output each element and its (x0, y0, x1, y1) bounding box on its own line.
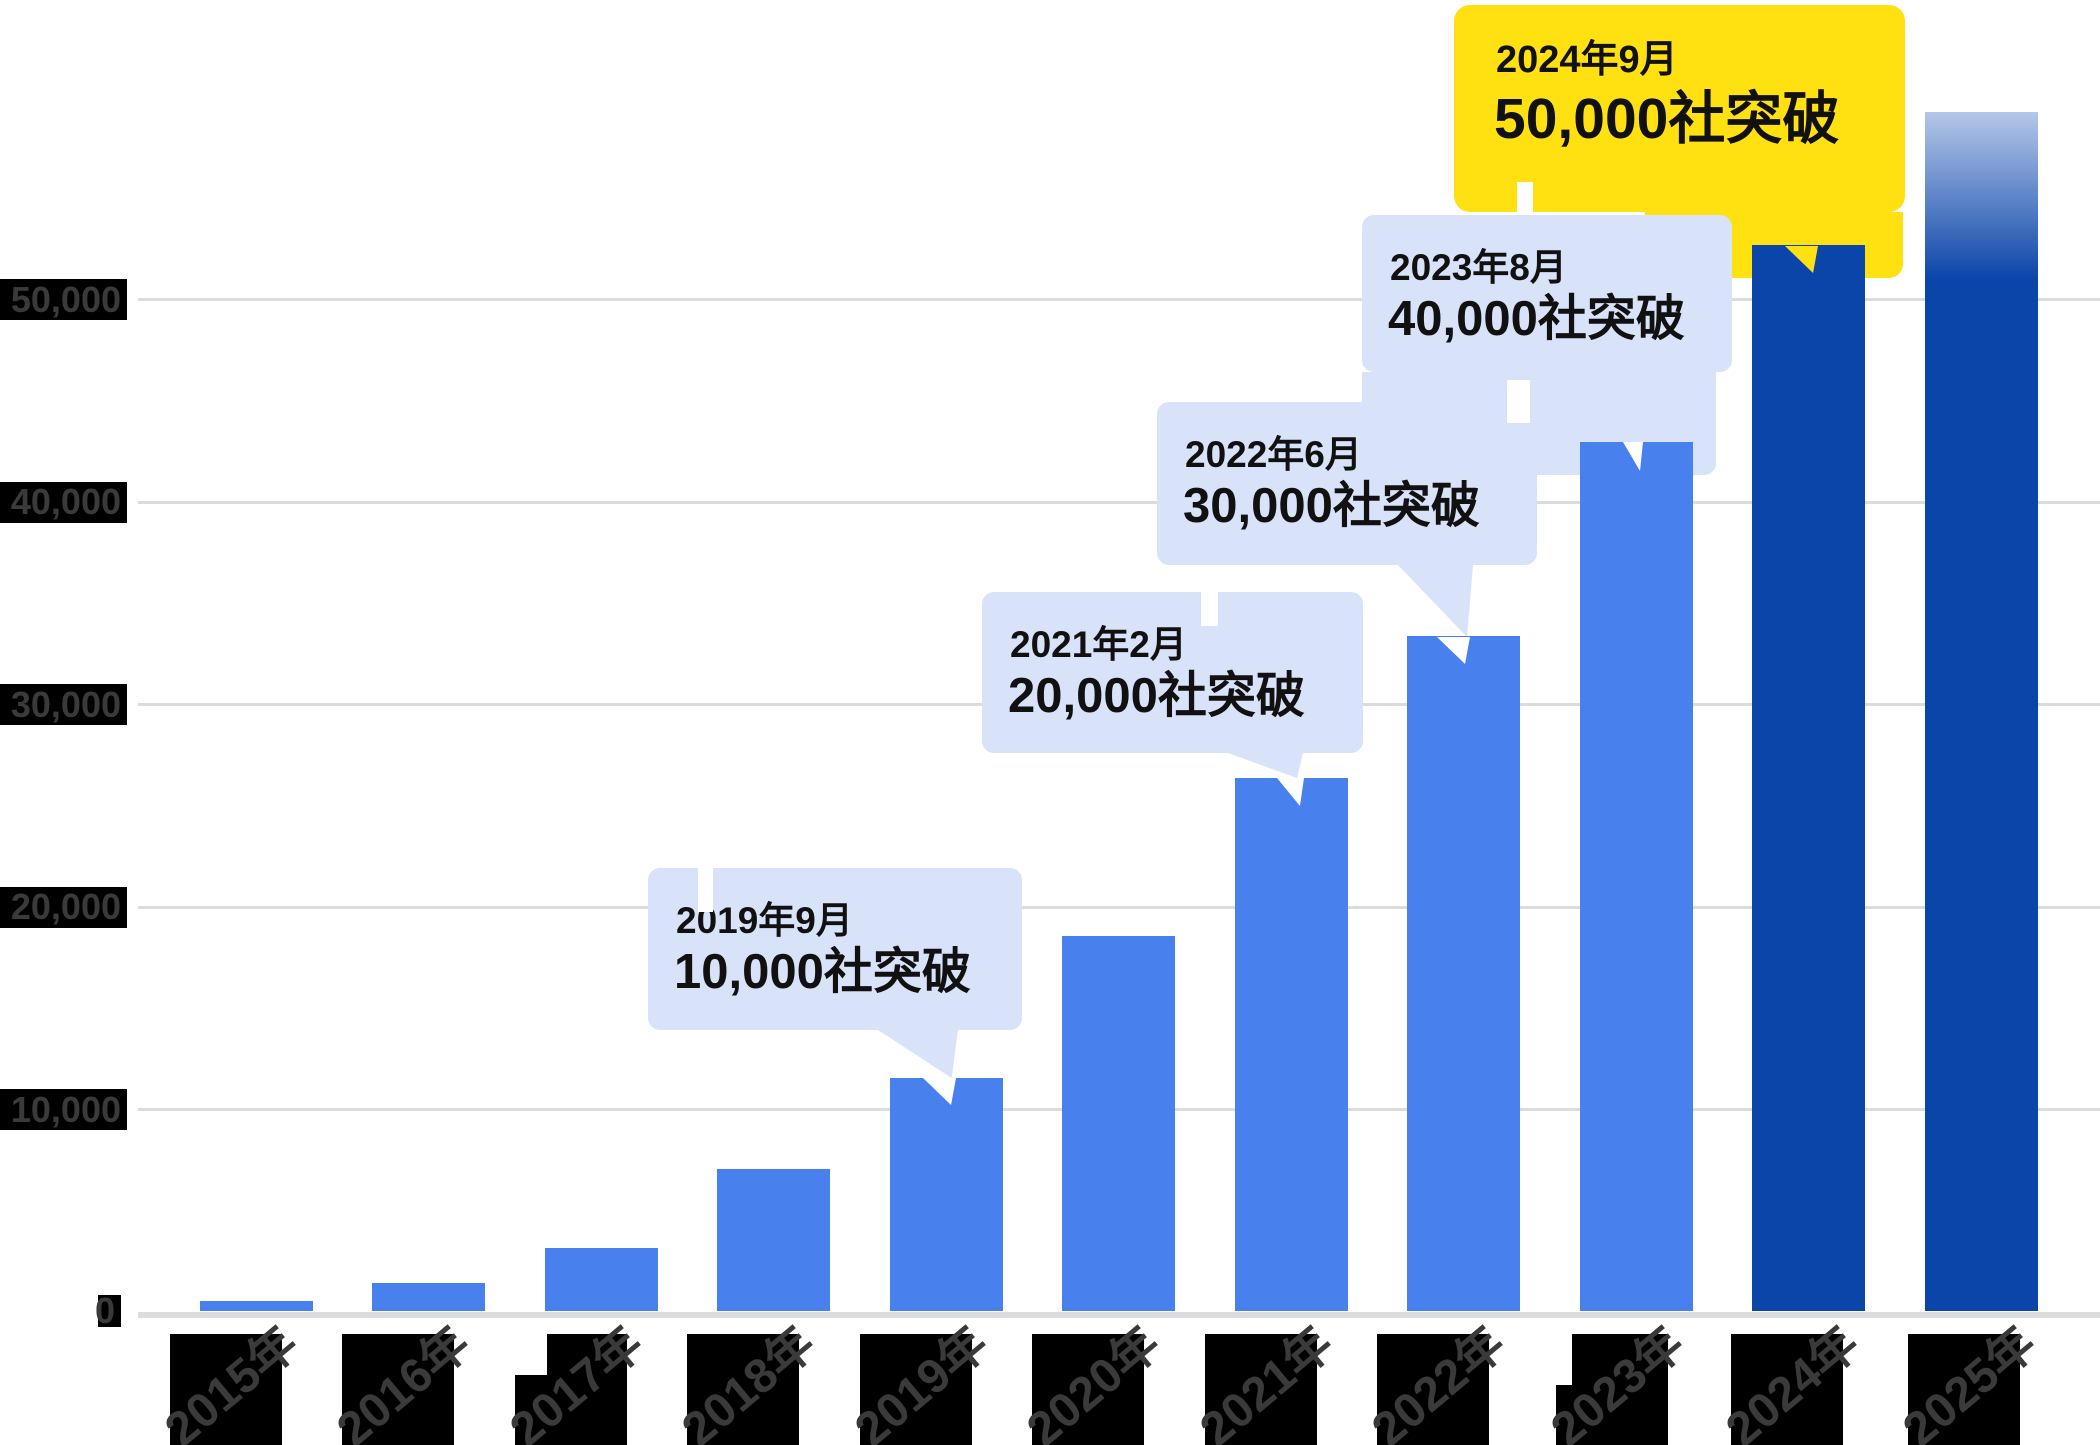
milestone-label: 40,000社突破 (1388, 292, 1685, 346)
milestone-callout-2023年: 2023年8月 40,000社突破 (1362, 215, 1732, 372)
x-axis-label-2023年: 2023年 (1542, 1316, 1694, 1445)
pixel-bite (1201, 592, 1218, 626)
bar-2022年 (1407, 636, 1520, 1311)
y-axis-label-20,000: 20,000 (0, 886, 127, 928)
x-axis-label-text: 2025年 (1893, 1316, 2047, 1445)
x-axis-label-text: 2019年 (845, 1316, 999, 1445)
bar-2020年 (1062, 936, 1175, 1311)
x-axis-label-text: 2021年 (1190, 1316, 1344, 1445)
bar-2025年 (1925, 111, 2038, 1311)
x-axis-label-2016年: 2016年 (328, 1316, 480, 1445)
milestone-callout-2024年: 2024年9月 50,000社突破 (1454, 5, 1905, 212)
milestone-label: 50,000社突破 (1494, 87, 1840, 151)
milestone-callout-2021年: 2021年2月 20,000社突破 (982, 592, 1363, 753)
pixel-bite (515, 1334, 547, 1375)
milestone-date: 2024年9月 (1496, 39, 1678, 81)
bar-2021年 (1235, 778, 1348, 1311)
milestone-label: 30,000社突破 (1183, 479, 1480, 533)
y-axis-label-50,000: 50,000 (0, 279, 127, 320)
bar-2019年 (890, 1078, 1003, 1311)
x-axis-label-text: 2015年 (155, 1316, 309, 1445)
bar-2018年 (717, 1169, 830, 1311)
callout-tail (878, 1030, 958, 1078)
pixel-bite (698, 868, 713, 912)
bar-2017年 (545, 1248, 658, 1311)
milestone-label: 20,000社突破 (1008, 669, 1305, 723)
y-axis-label-40,000: 40,000 (0, 481, 127, 523)
x-axis-label-2022年: 2022年 (1363, 1316, 1515, 1445)
pixel-bite (1517, 182, 1533, 212)
gridline-40,000 (138, 500, 2100, 504)
x-axis-label-text: 2022年 (1362, 1316, 1516, 1445)
x-axis-label-2024年: 2024年 (1717, 1316, 1869, 1445)
milestone-date: 2022年6月 (1185, 434, 1362, 475)
x-axis-label-text: 2024年 (1716, 1316, 1870, 1445)
pixel-bite (1507, 380, 1530, 423)
y-axis-label-10,000: 10,000 (0, 1089, 127, 1131)
x-axis-label-2020年: 2020年 (1018, 1316, 1170, 1445)
x-axis-label-2019年: 2019年 (846, 1316, 998, 1445)
x-axis-label-text: 2016年 (327, 1316, 481, 1445)
gridline-50,000 (138, 298, 2100, 301)
gridline-20,000 (138, 905, 2100, 909)
bar-2024年 (1752, 245, 1865, 1311)
x-axis-label-2025年: 2025年 (1894, 1316, 2046, 1445)
y-axis-label-0: 0 (95, 1290, 121, 1331)
bar-2015年 (200, 1300, 313, 1311)
x-axis-label-2021年: 2021年 (1191, 1316, 1343, 1445)
y-axis-label-30,000: 30,000 (0, 684, 127, 726)
milestone-date: 2023年8月 (1390, 247, 1567, 288)
x-axis-label-2015年: 2015年 (156, 1316, 308, 1445)
x-axis-label-text: 2018年 (672, 1316, 826, 1445)
x-axis-baseline (138, 1312, 2100, 1318)
bar-2016年 (372, 1282, 485, 1311)
milestone-date: 2021年2月 (1010, 624, 1187, 665)
callout-tail (1398, 565, 1473, 637)
x-axis-label-2018年: 2018年 (673, 1316, 825, 1445)
pixel-bite (1556, 1334, 1572, 1385)
x-axis-label-text: 2020年 (1017, 1316, 1171, 1445)
milestone-label: 10,000社突破 (674, 945, 971, 999)
bar-2023年 (1580, 441, 1693, 1311)
callout-tail (1228, 753, 1303, 778)
